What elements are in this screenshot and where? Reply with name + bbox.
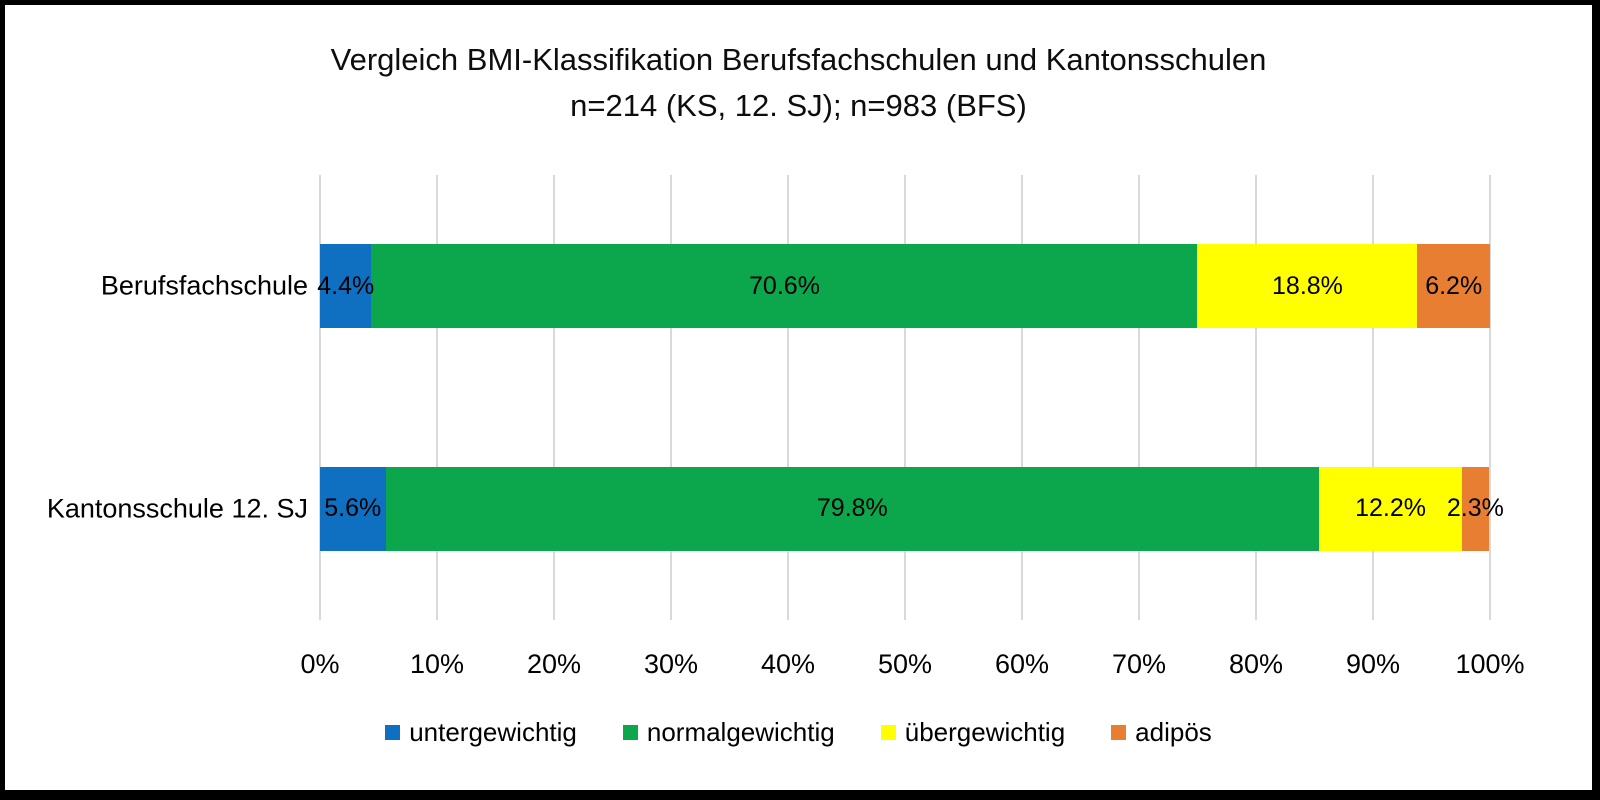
legend-label: untergewichtig [409,716,577,747]
bar-segment-übergewichtig: 12.2% [1319,466,1462,551]
x-tick-label: 60% [994,649,1050,679]
gridline [1138,175,1140,620]
bar-row: 4.4% 70.6% 18.8% 6.2% [317,244,1490,329]
bar-segment-untergewichtig: 4.4% [317,244,375,329]
bar-segment-normalgewichtig: 79.8% [385,466,1320,551]
gridline [319,175,321,620]
legend-item-normalgewichtig: normalgewichtig [622,716,835,748]
legend-swatch-icon [1111,724,1127,740]
gridline [1489,175,1491,620]
bar-segment-untergewichtig: 5.6% [320,466,386,551]
gridline [1372,175,1374,620]
bar-segment-übergewichtig: 18.8% [1197,244,1418,329]
chart-title-line2: n=214 (KS, 12. SJ); n=983 (BFS) [570,88,1027,123]
legend-item-untergewichtig: untergewichtig [385,717,577,748]
data-label: 12.2% [1355,494,1426,523]
legend-swatch-icon [385,724,401,740]
legend-label: normalgewichtig [646,716,835,747]
chart-title-line1: Vergleich BMI-Klassifikation Berufsfachs… [330,42,1267,77]
x-tick-label: 30% [643,649,699,679]
gridline [670,175,672,620]
x-tick-label: 100% [1455,649,1525,679]
legend-item-adipös: adipös [1111,717,1212,748]
bar-segment-adipös: 6.2% [1417,244,1490,329]
data-label: 6.2% [1425,271,1483,300]
category-labels: Berufsfachschule Kantonsschule 12. SJ [5,175,308,620]
data-label: 70.6% [749,271,820,300]
legend-item-übergewichtig: übergewichtig [880,716,1066,748]
legend-swatch-icon [880,724,896,740]
chart-title: Vergleich BMI-Klassifikation Berufsfachs… [5,37,1592,129]
gridline [553,175,555,620]
category-label: Berufsfachschule [100,270,308,301]
x-tick-label: 90% [1345,649,1401,679]
gridline [1255,175,1257,620]
x-tick-label: 0% [300,649,340,679]
gridlines [319,175,1491,620]
x-axis: 0% 10% 20% 30% 40% 50% 60% 70% 80% 90% 100% [300,647,1524,681]
category-label: Kantonsschule 12. SJ [46,493,308,524]
bar-row: 5.6% 79.8% 12.2% 2.3% [320,466,1504,551]
x-tick-label: 10% [409,649,465,679]
gridline [787,175,789,620]
data-label: 79.8% [816,494,888,523]
legend-swatch-icon [622,724,638,740]
data-label: 5.6% [324,494,382,523]
plot-area: 4.4% 70.6% 18.8% 6.2% 5.6% 79.8% 12.2% 2.3% [317,175,1504,620]
x-tick-label: 80% [1228,649,1284,679]
x-tick-label: 70% [1111,649,1167,679]
gridline [436,175,438,620]
x-tick-label: 20% [526,649,582,679]
legend-label: übergewichtig [904,716,1066,747]
x-tick-label: 40% [760,649,816,679]
bar-segment-adipös: 2.3% [1447,466,1504,551]
legend-label: adipös [1135,716,1212,747]
x-tick-label: 50% [877,649,933,679]
data-label: 2.3% [1446,494,1504,523]
gridline [1021,175,1023,620]
gridline [904,175,906,620]
bar-segment-normalgewichtig: 70.6% [371,244,1198,329]
data-label: 18.8% [1272,271,1343,300]
legend: untergewichtig normalgewichtig übergewicht… [5,712,1592,752]
data-label: 4.4% [317,271,375,300]
